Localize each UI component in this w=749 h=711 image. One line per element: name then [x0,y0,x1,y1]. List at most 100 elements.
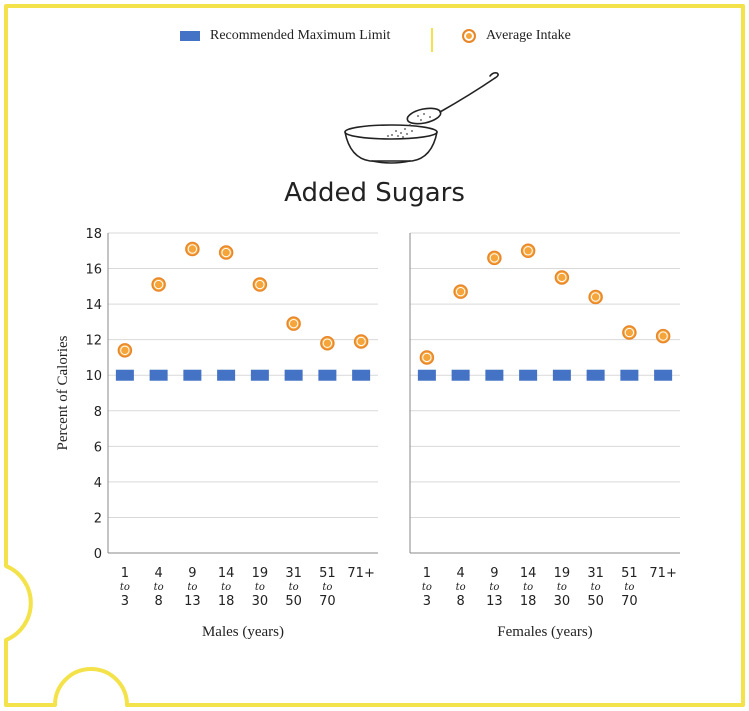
y-tick-label: 6 [94,440,102,455]
recommended-marker [352,369,371,381]
x-tick-label-end: 13 [486,594,503,609]
average-intake-point-ring [288,318,299,329]
x-tick-label-to: to [422,582,432,593]
average-intake-point-ring [658,331,668,341]
y-tick-label: 8 [94,405,102,420]
recommended-marker [417,369,436,381]
x-tick-label: 14 [520,566,537,581]
recommended-marker [183,369,202,381]
legend-dot-icon [462,29,476,43]
x-axis-label: Females (years) [497,624,592,640]
average-intake-point-ring [153,279,164,290]
legend-label-average: Average Intake [486,28,571,43]
average-intake-point-ring [590,292,601,302]
x-tick-label-end: 18 [218,594,235,609]
x-axis-label: Males (years) [202,624,284,640]
x-tick-label-to: to [289,582,299,593]
x-tick-label: 14 [218,566,235,581]
legend-item-recommended: Recommended Maximum Limit [180,28,390,44]
average-intake-point-ring [255,279,265,290]
x-tick-label: 19 [554,566,571,581]
recommended-marker [318,369,337,381]
grid-layer [108,232,680,554]
x-tick-label: 51 [621,566,638,581]
x-tick-label: 31 [587,566,604,581]
recommended-marker [217,369,236,381]
x-tick-label: 4 [456,566,464,581]
x-tick-label: 51 [319,566,336,581]
x-tick-label: 31 [285,566,302,581]
x-tick-label-to: to [187,582,197,593]
chart-title: Added Sugars [284,178,465,208]
recommended-marker [485,369,504,381]
x-tick-label: 71+ [649,566,676,581]
mark-layer [115,241,673,381]
x-tick-label-end: 70 [621,594,638,609]
recommended-marker [115,369,134,381]
x-tick-label-end: 70 [319,594,336,609]
y-tick-label: 16 [85,263,102,278]
average-intake-point-ring [120,345,130,356]
x-tick-label: 9 [188,566,196,581]
x-tick-label-end: 50 [285,594,302,609]
recommended-marker [586,369,605,381]
average-intake-point-ring [455,286,466,297]
axis-layer [107,233,680,554]
average-intake-point-ring [624,327,635,338]
x-tick-label: 4 [154,566,162,581]
x-tick-label-to: to [557,582,567,593]
x-tick-label-end: 8 [154,594,162,609]
x-tick-label-to: to [591,582,601,593]
y-tick-label: 14 [85,298,102,313]
y-tick-label: 2 [94,511,102,526]
x-tick-label-end: 30 [252,594,269,609]
recommended-marker [250,369,269,381]
average-intake-point-ring [322,338,333,348]
legend-divider [431,28,433,52]
x-tick-label-end: 3 [121,594,129,609]
x-tick-label-to: to [523,582,533,593]
y-tick-label: 4 [94,476,102,491]
recommended-marker [451,369,470,381]
y-tick-label: 18 [85,227,102,242]
recommended-marker [519,369,538,381]
x-tick-label-to: to [489,582,499,593]
x-tick-label-end: 50 [587,594,604,609]
x-tick-label-to: to [221,582,231,593]
x-tick-label-end: 13 [184,594,201,609]
x-tick-label: 71+ [347,566,374,581]
legend: Recommended Maximum Limit Average Intake [0,28,749,52]
average-intake-point-ring [557,272,567,283]
recommended-marker [284,369,303,381]
average-intake-point-ring [356,336,366,347]
x-tick-label-to: to [154,582,164,593]
x-tick-label-end: 8 [456,594,464,609]
x-tick-label-to: to [456,582,466,593]
recommended-marker [149,369,168,381]
recommended-marker [654,369,673,381]
x-tick-label-to: to [120,582,130,593]
x-tick-label-to: to [255,582,265,593]
y-axis-label: Percent of Calories [55,335,71,450]
average-intake-point-ring [489,253,500,263]
x-tick-label-end: 18 [520,594,537,609]
x-tick-label-end: 3 [423,594,431,609]
legend-item-average: Average Intake [462,28,571,44]
x-tick-label: 1 [423,566,431,581]
average-intake-point-ring [422,352,432,363]
average-intake-point-ring [221,247,231,258]
x-tick-label: 1 [121,566,129,581]
y-tick-label: 0 [94,547,102,562]
recommended-marker [552,369,571,381]
legend-label-recommended: Recommended Maximum Limit [210,28,391,43]
x-tick-label-to: to [624,582,634,593]
y-tick-label: 12 [85,334,102,349]
x-tick-label-to: to [322,582,332,593]
average-intake-point-ring [187,244,198,254]
legend-square-icon [180,31,200,41]
x-tick-label: 19 [252,566,269,581]
